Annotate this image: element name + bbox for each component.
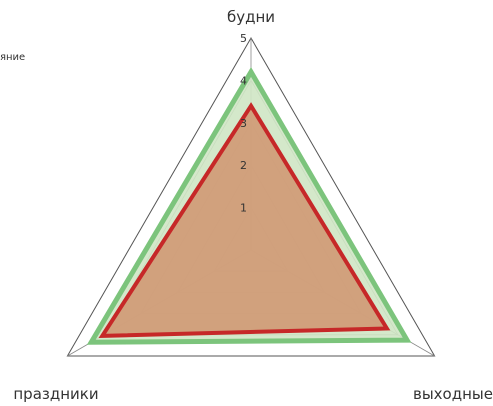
radial-ticks: 1 2 3 4 5 xyxy=(240,32,247,215)
series-2-area xyxy=(102,105,387,336)
tick-label-2: 2 xyxy=(240,159,247,172)
tick-label-1: 1 xyxy=(240,202,247,215)
tick-label-3: 3 xyxy=(240,117,247,130)
legend-fragment: яние xyxy=(0,52,25,63)
series-areas xyxy=(91,71,408,343)
axis-label-holidays: праздники xyxy=(13,385,98,403)
series-outlines xyxy=(86,66,412,345)
tick-label-5: 5 xyxy=(240,32,247,45)
series-2-line xyxy=(98,102,391,338)
axis-label-weekdays: будни xyxy=(227,8,275,26)
series-1-line xyxy=(86,66,412,345)
grid-ring-5 xyxy=(66,36,436,357)
tick-label-4: 4 xyxy=(240,74,247,87)
axis-label-weekends: выходные xyxy=(413,385,493,403)
